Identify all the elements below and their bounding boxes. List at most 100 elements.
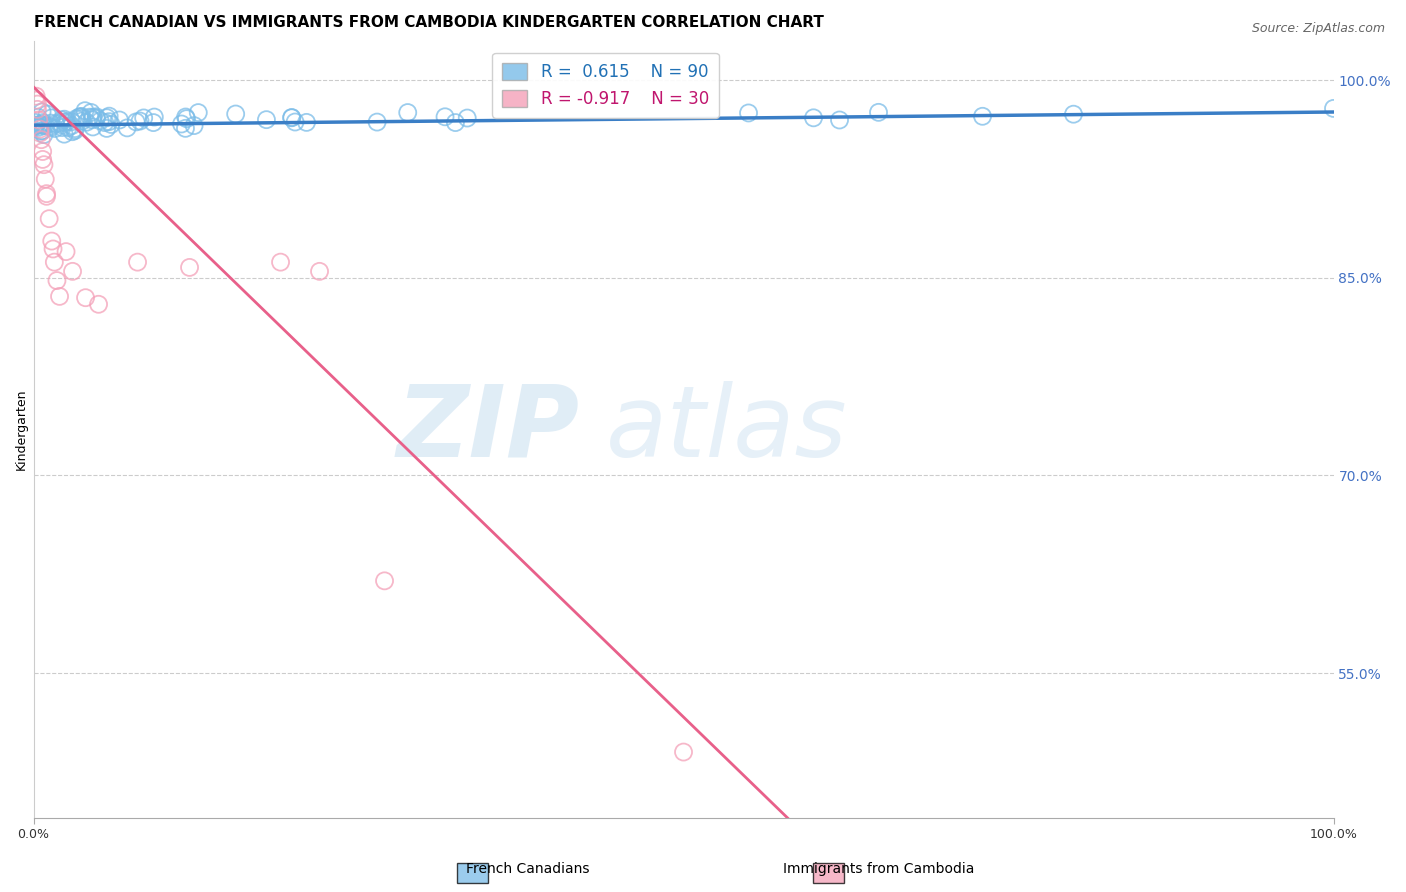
Point <box>295 115 318 129</box>
Point <box>53 115 76 129</box>
Point <box>24 115 46 129</box>
Point <box>308 264 330 278</box>
Text: French Canadians: French Canadians <box>465 862 589 876</box>
Point <box>127 255 149 269</box>
Point <box>60 119 83 133</box>
Point <box>34 119 56 133</box>
Point <box>174 121 197 136</box>
Point <box>396 105 419 120</box>
Point <box>44 121 66 136</box>
Point <box>53 127 76 141</box>
Text: ZIP: ZIP <box>396 381 579 478</box>
Point <box>28 112 51 127</box>
Text: atlas: atlas <box>606 381 848 478</box>
Point <box>115 120 138 135</box>
Point <box>27 97 49 112</box>
Point <box>434 110 457 124</box>
Point <box>176 112 198 126</box>
Point <box>70 110 93 124</box>
Point <box>75 291 97 305</box>
Point <box>49 116 72 130</box>
Point <box>125 115 148 129</box>
Point <box>51 120 73 135</box>
Point <box>60 125 83 139</box>
Point <box>170 117 193 131</box>
Point <box>828 113 851 128</box>
Point <box>82 110 104 124</box>
Point <box>31 145 53 159</box>
Point <box>25 89 48 103</box>
Point <box>183 119 205 133</box>
Point <box>27 111 49 125</box>
Point <box>31 104 53 119</box>
Point <box>44 255 66 269</box>
Point <box>972 109 994 123</box>
Text: FRENCH CANADIAN VS IMMIGRANTS FROM CAMBODIA KINDERGARTEN CORRELATION CHART: FRENCH CANADIAN VS IMMIGRANTS FROM CAMBO… <box>34 15 824 30</box>
Point <box>55 244 77 259</box>
Point <box>46 274 69 288</box>
Point <box>41 111 63 125</box>
Point <box>80 105 103 120</box>
Point <box>98 109 121 123</box>
Point <box>34 172 56 186</box>
Point <box>39 116 62 130</box>
Point <box>32 128 55 142</box>
Point <box>35 189 58 203</box>
Point <box>284 115 307 129</box>
Point <box>280 111 302 125</box>
Point <box>70 114 93 128</box>
Point <box>56 114 79 128</box>
Point <box>28 126 51 140</box>
Y-axis label: Kindergarten: Kindergarten <box>15 389 28 470</box>
Point <box>24 119 46 133</box>
Point <box>89 113 111 128</box>
Point <box>1063 107 1085 121</box>
Point <box>87 297 110 311</box>
Point <box>38 120 60 134</box>
Point <box>31 153 53 167</box>
Point <box>60 114 83 128</box>
Point <box>737 106 759 120</box>
Point <box>143 110 166 124</box>
Point <box>25 93 48 107</box>
Point <box>142 115 165 129</box>
Point <box>96 121 118 136</box>
Point <box>179 260 201 275</box>
Point <box>80 112 103 127</box>
Point <box>96 111 118 125</box>
Point <box>37 107 59 121</box>
Point <box>281 111 304 125</box>
Point <box>374 574 396 588</box>
Point <box>28 122 51 136</box>
Point <box>28 120 51 135</box>
Point <box>62 264 84 278</box>
Point <box>76 115 98 129</box>
Point <box>73 103 96 118</box>
Point <box>65 112 87 126</box>
Text: Immigrants from Cambodia: Immigrants from Cambodia <box>783 862 974 876</box>
Point <box>129 114 152 128</box>
Point <box>30 133 52 147</box>
Point <box>25 119 48 133</box>
Point <box>69 110 91 124</box>
Point <box>51 118 73 132</box>
Point <box>803 111 825 125</box>
Point <box>31 124 53 138</box>
Point <box>672 745 695 759</box>
Point <box>63 123 86 137</box>
Point <box>28 118 51 132</box>
Point <box>93 115 115 129</box>
Point <box>444 115 467 129</box>
Point <box>39 120 62 135</box>
Point <box>108 113 131 128</box>
Point <box>270 255 292 269</box>
Point <box>56 120 79 135</box>
Point <box>38 211 60 226</box>
Legend: R =  0.615    N = 90, R = -0.917    N = 30: R = 0.615 N = 90, R = -0.917 N = 30 <box>492 54 718 118</box>
Point <box>84 110 107 124</box>
Point <box>100 118 122 132</box>
Point <box>32 158 55 172</box>
Point <box>41 234 63 248</box>
Point <box>254 112 277 127</box>
Point <box>79 110 101 124</box>
